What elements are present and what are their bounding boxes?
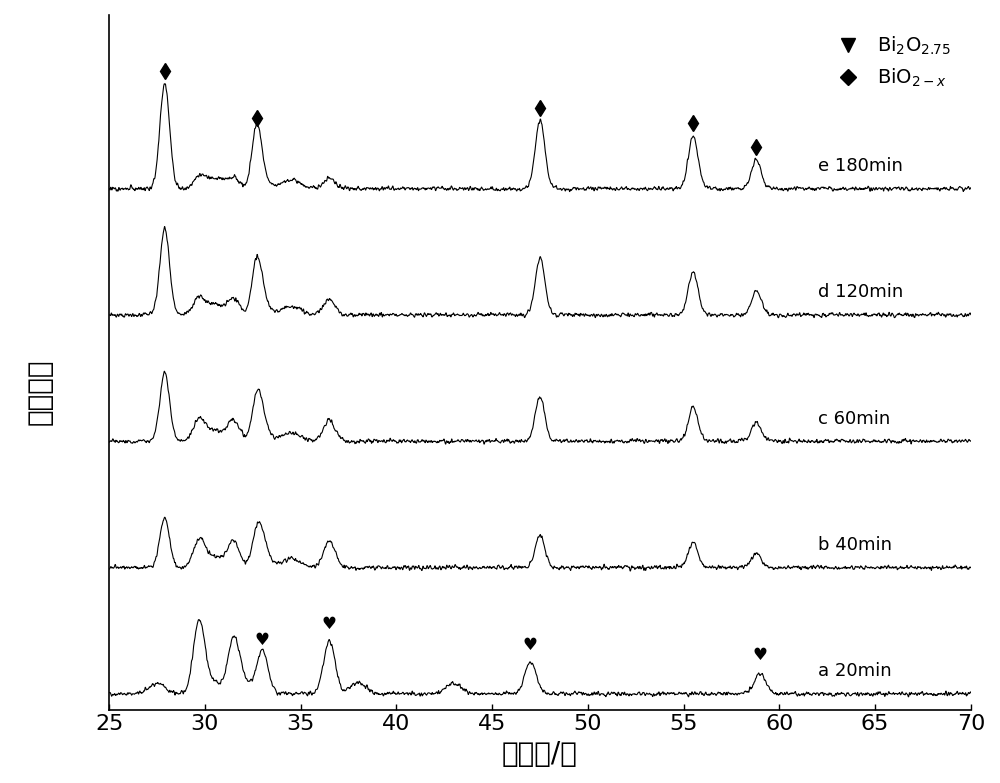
Text: ♥: ♥	[753, 646, 768, 664]
Text: c 60min: c 60min	[818, 410, 890, 428]
Text: e 180min: e 180min	[818, 157, 903, 175]
Text: ♥: ♥	[322, 615, 337, 633]
Text: a 20min: a 20min	[818, 662, 891, 680]
Text: ♥: ♥	[255, 630, 270, 648]
X-axis label: 衍射角/度: 衍射角/度	[502, 740, 578, 768]
Text: b 40min: b 40min	[818, 536, 892, 554]
Text: d 120min: d 120min	[818, 283, 903, 301]
Text: 衍射强度: 衍射强度	[26, 359, 54, 424]
Text: ♥: ♥	[523, 636, 538, 654]
Legend: Bi$_2$O$_{2.75}$, BiO$_{2-x}$: Bi$_2$O$_{2.75}$, BiO$_{2-x}$	[819, 25, 961, 99]
